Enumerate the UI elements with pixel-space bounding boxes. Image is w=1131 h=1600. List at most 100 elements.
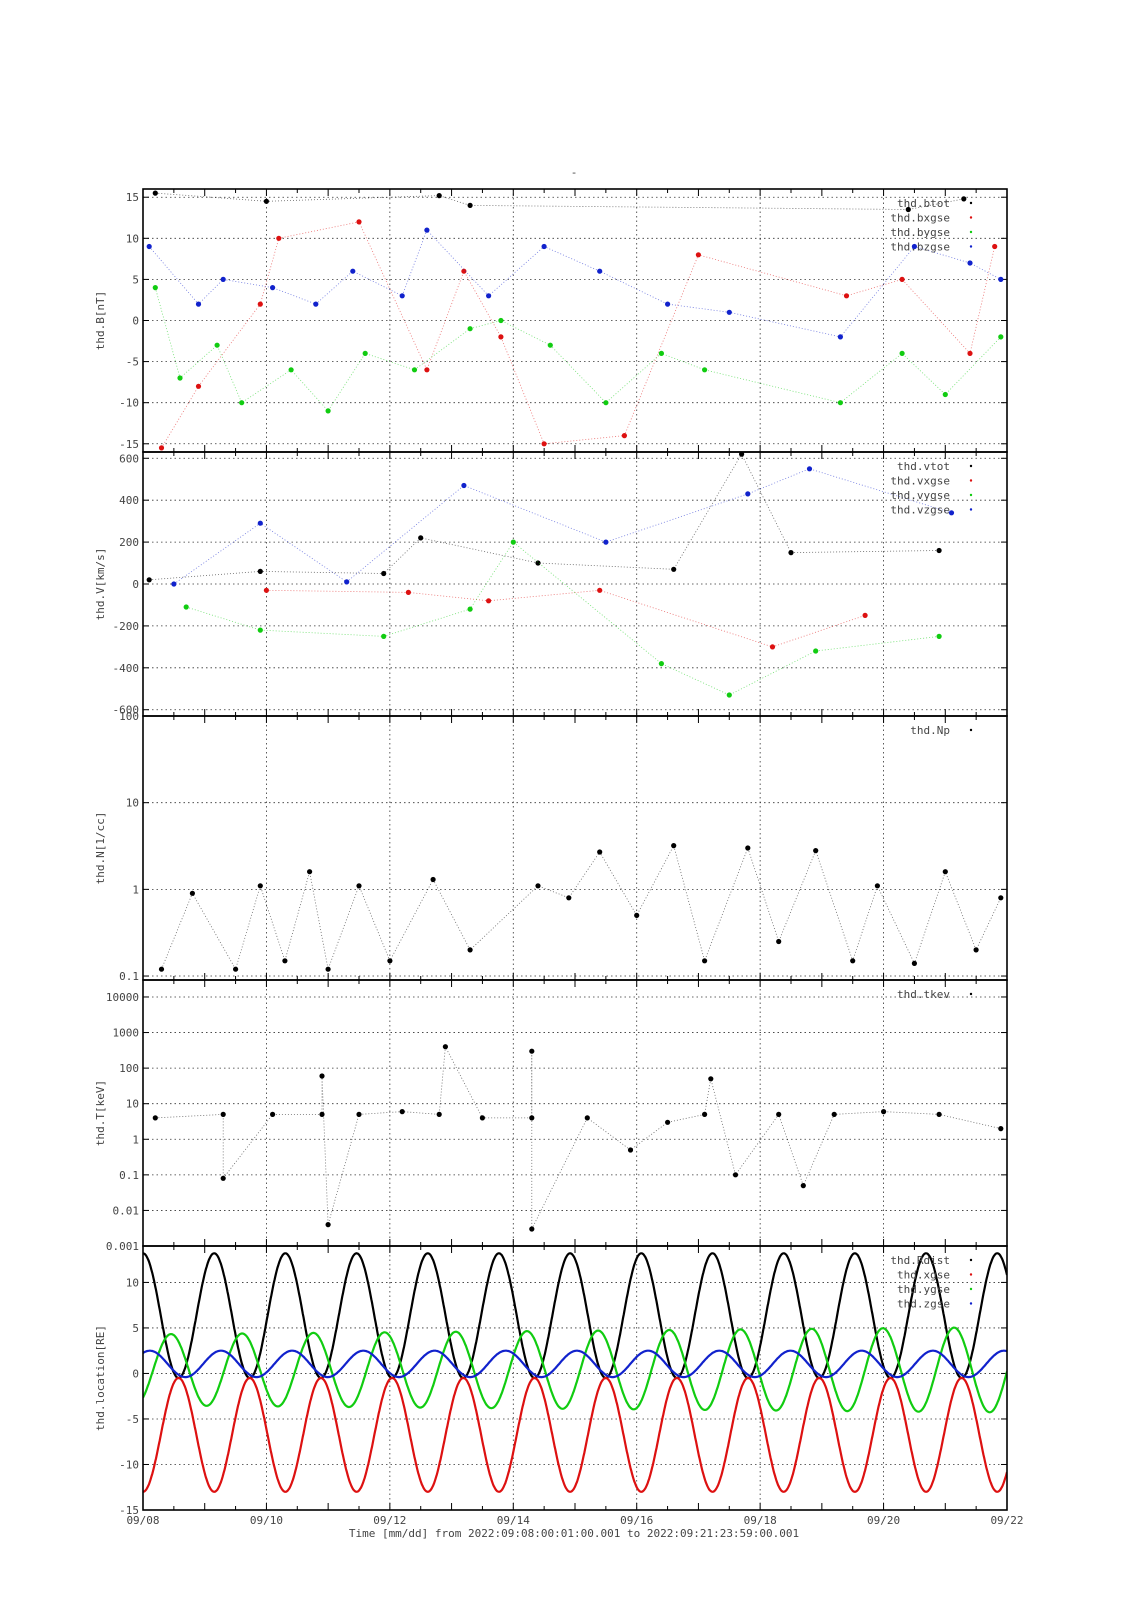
data-point — [905, 206, 911, 213]
data-point — [566, 895, 572, 901]
data-point — [405, 589, 411, 596]
legend-label: thd.vzgse — [890, 504, 950, 517]
y-tick-label: -5 — [126, 356, 139, 369]
data-point — [486, 293, 492, 299]
legend-label: thd.xgse — [897, 1269, 950, 1282]
legend-marker — [969, 992, 973, 996]
data-point — [442, 1044, 448, 1050]
panel-2: -600-400-2000200400600thd.vtotthd.vxgset… — [94, 451, 1008, 717]
series-trace — [186, 541, 940, 696]
y-tick-label: 0.1 — [119, 970, 139, 983]
legend-label: thd.vtot — [897, 460, 950, 473]
series-line-thd-ygse — [143, 1326, 1007, 1414]
y-tick-label: -600 — [113, 704, 140, 717]
plot-area — [158, 843, 1004, 972]
data-point — [843, 293, 850, 299]
data-point — [603, 539, 609, 545]
y-tick-label: 5 — [132, 1322, 139, 1335]
data-point — [671, 843, 677, 849]
data-point — [436, 193, 442, 199]
series-thd-bzgse — [146, 227, 1004, 340]
data-point — [498, 317, 504, 324]
panel-4: 0.001 0.01 0.1 1 10 100 1000 10000 thd.tkev thd.T… — [94, 979, 1008, 1253]
legend: thd.Np — [910, 724, 973, 737]
x-tick-label: 09/18 — [744, 1514, 777, 1527]
data-point — [671, 566, 677, 572]
data-point — [899, 350, 905, 356]
legend-marker — [969, 508, 973, 511]
legend-label: thd.tkev — [897, 988, 950, 1001]
y-tick-label: -10 — [119, 397, 139, 410]
legend-label: thd.vxgse — [890, 475, 950, 488]
legend-label: thd.bzgse — [890, 241, 950, 254]
data-point — [627, 1147, 634, 1153]
data-point — [356, 1111, 362, 1117]
data-point — [998, 276, 1004, 282]
data-point — [282, 958, 288, 964]
y-tick-label: 10 — [126, 232, 139, 245]
data-point — [350, 268, 356, 274]
x-axis-ticks: 09/08 09/10 09/12 09/14 09/16 09/18 09/20 09/22 — [126, 1514, 1023, 1527]
y-tick-label: 0.1 — [119, 1169, 139, 1182]
data-point — [424, 367, 430, 373]
data-point — [467, 326, 473, 332]
data-point — [788, 550, 794, 556]
data-point — [745, 491, 751, 497]
x-tick-label: 09/08 — [126, 1514, 159, 1527]
series-trace — [161, 844, 1002, 971]
series-trace — [155, 1045, 1001, 1230]
data-point — [214, 342, 220, 348]
data-point — [603, 400, 609, 406]
legend-marker — [969, 728, 973, 732]
data-point — [529, 1048, 535, 1054]
y-tick-label: 0 — [132, 578, 139, 591]
legend-marker — [969, 230, 973, 234]
data-point — [899, 276, 905, 282]
series-line-thd-zgse — [143, 1349, 1007, 1379]
plot-area — [146, 452, 955, 698]
data-point — [998, 1126, 1004, 1132]
data-point — [362, 350, 368, 356]
top-mark: - — [571, 166, 578, 179]
y-tick-label: 10000 — [106, 991, 139, 1004]
data-point — [998, 334, 1004, 340]
data-point — [806, 466, 813, 472]
panel-5: -15-10-50510thd.Rdistthd.xgsethd.ygsethd… — [94, 1245, 1008, 1517]
y-tick-label: 0.001 — [106, 1240, 139, 1253]
data-point — [942, 869, 948, 875]
series-thd-vxgse — [263, 587, 868, 650]
data-point — [467, 202, 473, 208]
series-trace — [154, 287, 1002, 412]
legend-marker — [969, 1273, 973, 1276]
data-point — [813, 848, 819, 854]
data-point — [307, 869, 313, 875]
legend-label: thd.ygse — [897, 1283, 950, 1296]
data-point — [152, 190, 158, 196]
data-point — [936, 633, 942, 640]
panel-frame — [142, 1245, 1008, 1511]
plot-area — [152, 1044, 1004, 1232]
legend-marker — [969, 479, 973, 482]
y-tick-label: 100 — [119, 1062, 139, 1075]
x-axis-title: Time [mm/dd] from 2022:09:08:00:01:00.00… — [349, 1527, 799, 1540]
y-tick-label: 1 — [132, 1133, 139, 1146]
legend-marker — [969, 201, 973, 205]
panel-frame — [142, 715, 1008, 981]
series-trace — [149, 453, 940, 581]
legend-label: thd.btot — [897, 197, 950, 210]
legend-marker — [969, 464, 973, 468]
data-point — [597, 268, 603, 274]
data-point — [325, 1222, 331, 1228]
series-trace — [161, 221, 996, 449]
data-point — [257, 627, 263, 633]
data-point — [967, 260, 973, 266]
data-point — [183, 604, 189, 610]
data-point — [325, 966, 331, 972]
data-point — [461, 482, 467, 489]
data-point — [813, 648, 819, 654]
y-tick-label: 10 — [126, 1276, 139, 1289]
y-tick-label: -5 — [126, 1413, 139, 1426]
